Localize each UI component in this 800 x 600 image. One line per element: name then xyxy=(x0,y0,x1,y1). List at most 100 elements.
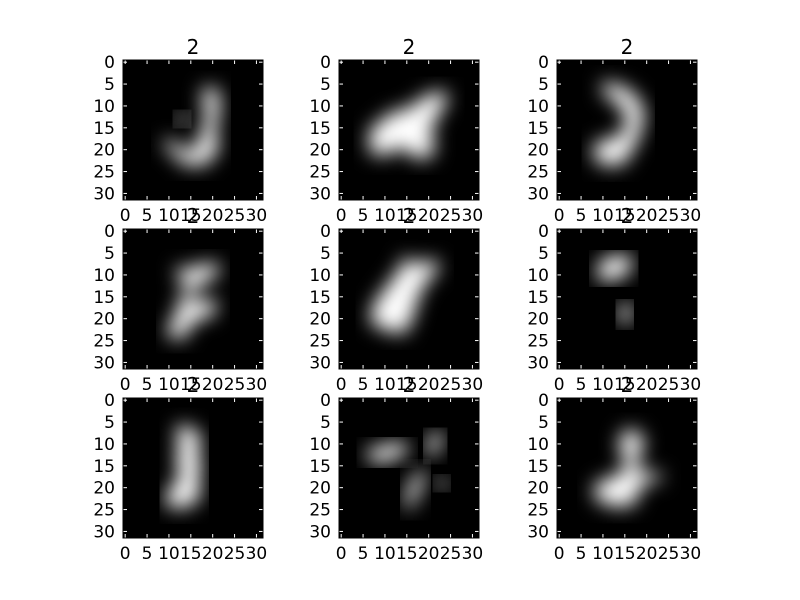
y-tick-label: 25 xyxy=(93,501,115,521)
y-tick-label: 25 xyxy=(309,332,331,352)
panel-title: 2 xyxy=(621,373,634,397)
x-tick-label: 5 xyxy=(576,206,587,226)
digit-stroke xyxy=(162,86,220,165)
y-tick-label: 5 xyxy=(320,244,331,264)
axes-frame xyxy=(122,228,264,370)
y-tick-label: 30 xyxy=(309,184,331,204)
panel-title: 2 xyxy=(187,35,200,59)
x-tick-label: 15 xyxy=(396,375,418,395)
y-tick-label: 15 xyxy=(93,119,115,139)
x-tick-label: 25 xyxy=(440,206,462,226)
y-tick-label: 30 xyxy=(93,522,115,542)
x-tick-label: 5 xyxy=(576,375,587,395)
x-tick-label: 15 xyxy=(614,544,636,564)
y-tick-label: 30 xyxy=(309,353,331,373)
y-tick-label: 20 xyxy=(309,479,331,499)
y-tick-label: 15 xyxy=(309,288,331,308)
digit-stroke xyxy=(404,468,427,512)
image-background xyxy=(123,60,263,200)
x-tick-label: 10 xyxy=(158,544,180,564)
y-tick-label: 5 xyxy=(104,75,115,95)
x-tick-label: 25 xyxy=(658,375,680,395)
axes-frame xyxy=(556,59,698,201)
digit-image xyxy=(369,90,449,161)
x-tick-label: 5 xyxy=(358,206,369,226)
axes-frame xyxy=(338,397,480,539)
y-tick-label: 10 xyxy=(527,97,549,117)
y-tick-label: 30 xyxy=(527,353,549,373)
x-tick-label: 0 xyxy=(336,544,347,564)
x-tick-label: 15 xyxy=(180,206,202,226)
y-tick-label: 5 xyxy=(320,413,331,433)
x-tick-label: 0 xyxy=(554,375,565,395)
x-tick-label: 30 xyxy=(462,375,484,395)
x-tick-label: 10 xyxy=(374,375,396,395)
x-tick-label: 30 xyxy=(680,206,702,226)
y-tick-label: 20 xyxy=(527,310,549,330)
x-tick-label: 10 xyxy=(158,375,180,395)
digit-stroke xyxy=(618,303,632,326)
y-tick-label: 15 xyxy=(527,119,549,139)
x-tick-label: 10 xyxy=(592,206,614,226)
x-tick-label: 0 xyxy=(554,544,565,564)
x-tick-label: 5 xyxy=(142,375,153,395)
y-tick-label: 25 xyxy=(93,332,115,352)
y-tick-label: 15 xyxy=(93,457,115,477)
x-tick-label: 30 xyxy=(680,544,702,564)
y-tick-label: 10 xyxy=(93,97,115,117)
panel-title: 2 xyxy=(403,373,416,397)
panel-title: 2 xyxy=(621,35,634,59)
y-tick-label: 25 xyxy=(527,163,549,183)
y-tick-label: 0 xyxy=(538,391,549,411)
y-tick-label: 15 xyxy=(527,288,549,308)
y-tick-label: 20 xyxy=(527,479,549,499)
y-tick-label: 5 xyxy=(320,75,331,95)
axes-frame xyxy=(338,228,480,370)
x-tick-label: 25 xyxy=(224,544,246,564)
digit-stroke xyxy=(596,255,632,282)
y-tick-label: 30 xyxy=(309,522,331,542)
y-tick-label: 20 xyxy=(93,479,115,499)
y-tick-label: 20 xyxy=(93,310,115,330)
panel-title: 2 xyxy=(187,373,200,397)
y-tick-label: 15 xyxy=(309,119,331,139)
y-tick-label: 15 xyxy=(527,457,549,477)
y-tick-label: 0 xyxy=(320,391,331,411)
axes-frame xyxy=(122,397,264,539)
x-tick-label: 20 xyxy=(418,544,440,564)
y-tick-label: 10 xyxy=(527,435,549,455)
y-tick-label: 0 xyxy=(538,53,549,73)
y-tick-label: 5 xyxy=(538,244,549,264)
x-tick-label: 5 xyxy=(358,375,369,395)
x-tick-label: 20 xyxy=(418,375,440,395)
digit-image xyxy=(365,433,449,512)
digit-image xyxy=(162,86,220,165)
y-tick-label: 10 xyxy=(93,266,115,286)
y-tick-label: 20 xyxy=(527,141,549,161)
x-tick-label: 0 xyxy=(336,206,347,226)
y-tick-label: 15 xyxy=(309,457,331,477)
y-tick-label: 25 xyxy=(527,332,549,352)
x-tick-label: 30 xyxy=(462,206,484,226)
y-tick-label: 30 xyxy=(93,353,115,373)
x-tick-label: 15 xyxy=(180,544,202,564)
digit-image xyxy=(592,428,667,508)
digit-image xyxy=(166,424,202,508)
digit-stroke xyxy=(166,424,202,508)
x-tick-label: 25 xyxy=(224,375,246,395)
x-tick-label: 25 xyxy=(658,206,680,226)
digit-image xyxy=(369,255,440,334)
x-tick-label: 5 xyxy=(142,544,153,564)
digit-image xyxy=(596,255,632,326)
x-tick-label: 30 xyxy=(246,375,268,395)
y-tick-label: 10 xyxy=(309,97,331,117)
y-tick-label: 30 xyxy=(527,184,549,204)
x-tick-label: 0 xyxy=(120,206,131,226)
x-tick-label: 20 xyxy=(202,206,224,226)
y-tick-label: 5 xyxy=(104,244,115,264)
panel-title: 2 xyxy=(621,204,634,228)
y-tick-label: 0 xyxy=(104,222,115,242)
